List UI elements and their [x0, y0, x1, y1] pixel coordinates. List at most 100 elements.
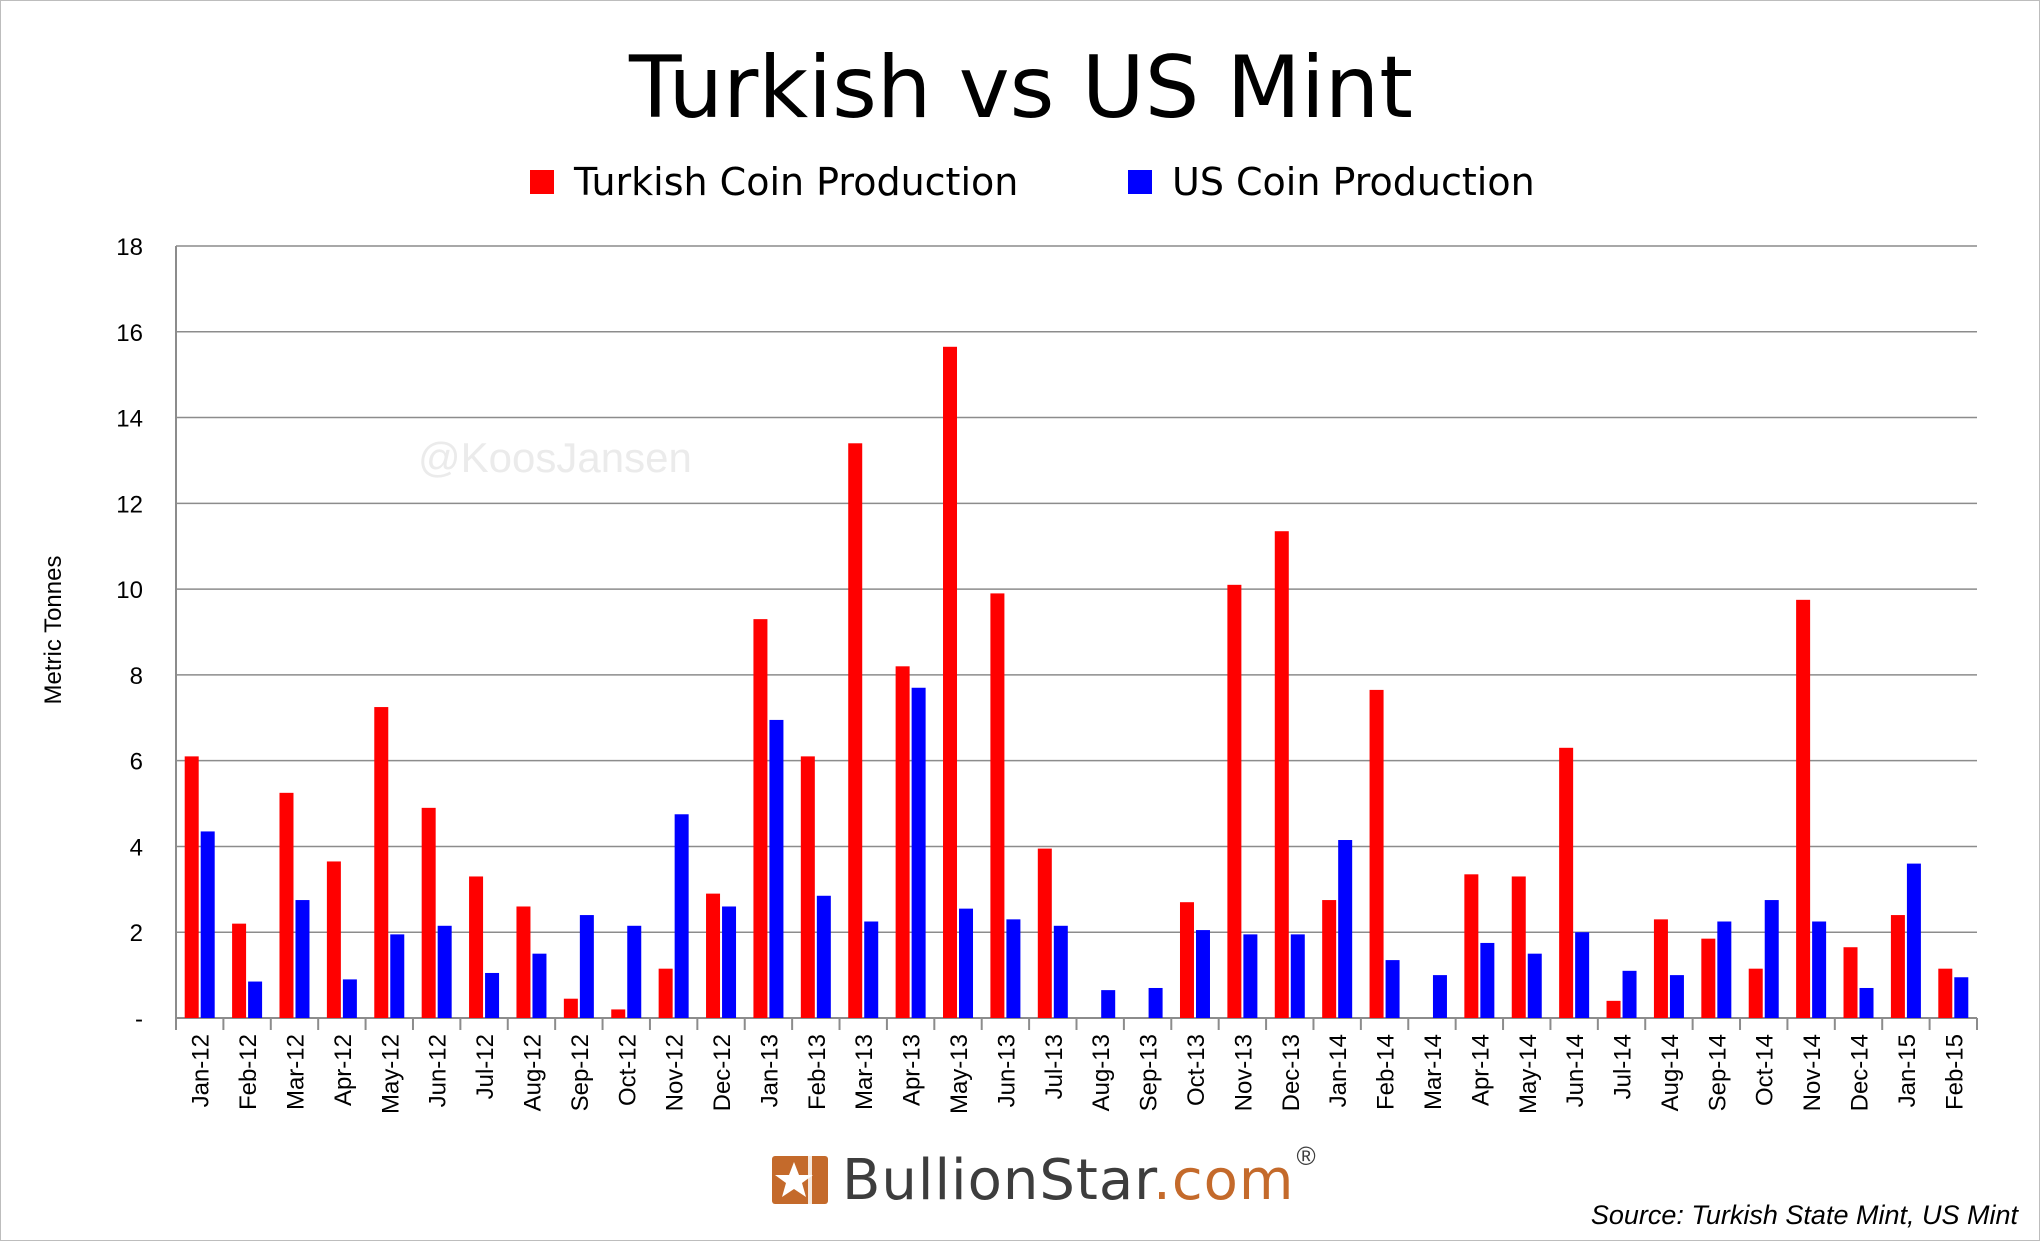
bar-us: [1385, 960, 1400, 1018]
bar-turkish: [516, 906, 531, 1018]
bar-us: [200, 831, 215, 1018]
y-tick-label: 8: [130, 663, 143, 690]
x-tick-label: Sep-12: [567, 1034, 594, 1111]
bar-turkish: [1748, 968, 1763, 1018]
bar-us: [1575, 932, 1590, 1018]
legend-swatch-turkish: [530, 170, 554, 194]
bar-turkish: [611, 1009, 626, 1018]
bar-turkish: [800, 756, 815, 1018]
bar-turkish: [232, 923, 247, 1018]
bar-turkish: [1890, 915, 1905, 1018]
bar-us: [1906, 863, 1921, 1018]
x-tick-label: Feb-12: [235, 1034, 262, 1110]
bar-us: [342, 979, 357, 1018]
y-tick-label: -: [135, 1006, 143, 1033]
source-note: Source: Turkish State Mint, US Mint: [1590, 1200, 2018, 1230]
bar-us: [769, 719, 784, 1018]
bar-us: [1101, 990, 1116, 1018]
bar-us: [579, 915, 594, 1018]
x-tick-label: Dec-14: [1847, 1034, 1874, 1111]
bar-turkish: [706, 893, 721, 1018]
bar-us: [1480, 942, 1495, 1018]
bar-turkish: [943, 346, 958, 1018]
y-tick-label: 12: [116, 491, 143, 518]
y-tick-label: 18: [116, 234, 143, 261]
bar-turkish: [1227, 584, 1242, 1018]
chart-legend: Turkish Coin Production US Coin Producti…: [0, 160, 2042, 210]
bar-us: [959, 908, 974, 1018]
legend-swatch-us: [1128, 170, 1152, 194]
y-tick-label: 14: [116, 406, 143, 433]
bar-us: [1148, 987, 1163, 1018]
x-tick-label: Oct-13: [1183, 1034, 1210, 1106]
x-tick-label: Feb-15: [1941, 1034, 1968, 1110]
x-tick-label: Jan-15: [1894, 1034, 1921, 1107]
bar-turkish: [753, 619, 768, 1018]
bar-us: [1717, 921, 1732, 1018]
bar-turkish: [1464, 874, 1479, 1018]
x-tick-label: Dec-13: [1278, 1034, 1305, 1111]
y-tick-label: 2: [130, 920, 143, 947]
bar-turkish: [1369, 689, 1384, 1018]
x-tick-label: Oct-14: [1752, 1034, 1779, 1106]
bar-turkish: [1322, 900, 1337, 1018]
bar-turkish: [1037, 848, 1052, 1018]
bar-turkish: [421, 807, 436, 1018]
bar-us: [911, 687, 926, 1018]
x-tick-label: Apr-14: [1467, 1034, 1494, 1106]
x-tick-label: Apr-12: [330, 1034, 357, 1106]
bar-turkish: [1511, 876, 1526, 1018]
x-tick-label: Aug-14: [1657, 1034, 1684, 1111]
legend-item-us: US Coin Production: [1128, 160, 1535, 204]
bar-us: [1243, 934, 1258, 1018]
x-tick-label: Jul-12: [472, 1034, 499, 1099]
logo-brand: BullionStar: [842, 1147, 1154, 1213]
bar-turkish: [184, 756, 199, 1018]
bar-us: [248, 981, 263, 1018]
y-tick-label: 16: [116, 320, 143, 347]
bar-turkish: [469, 876, 484, 1018]
bar-us: [1669, 975, 1684, 1018]
bar-us: [532, 953, 547, 1018]
bar-turkish: [1701, 938, 1716, 1018]
x-tick-label: May-12: [377, 1034, 404, 1114]
legend-label-us: US Coin Production: [1172, 160, 1535, 204]
bar-us: [1812, 921, 1827, 1018]
x-tick-label: Jun-12: [425, 1034, 452, 1107]
bar-turkish: [326, 861, 341, 1018]
bar-turkish: [563, 998, 578, 1018]
bar-turkish: [1796, 599, 1811, 1018]
bar-us: [864, 921, 879, 1018]
bar-turkish: [1843, 947, 1858, 1018]
bar-us: [390, 934, 405, 1018]
x-tick-label: Jan-12: [188, 1034, 215, 1107]
x-tick-label: Nov-14: [1799, 1034, 1826, 1111]
y-tick-label: 4: [130, 834, 143, 861]
x-tick-label: Jan-14: [1325, 1034, 1352, 1107]
x-tick-label: Nov-12: [662, 1034, 689, 1111]
x-tick-label: Aug-13: [1088, 1034, 1115, 1111]
registered-mark: ®: [1296, 1140, 1316, 1171]
x-tick-label: May-14: [1515, 1034, 1542, 1114]
bar-us: [627, 925, 642, 1018]
x-tick-label: Mar-12: [282, 1034, 309, 1110]
x-tick-label: Oct-12: [614, 1034, 641, 1106]
x-tick-label: Mar-13: [851, 1034, 878, 1110]
bar-turkish: [895, 666, 910, 1018]
bar-us: [485, 972, 500, 1018]
bar-us: [1006, 919, 1021, 1018]
watermark-text: @KoosJansen: [418, 434, 692, 481]
bar-us: [1527, 953, 1542, 1018]
x-tick-label: Sep-13: [1136, 1034, 1163, 1111]
bar-us: [722, 906, 737, 1018]
bar-turkish: [990, 593, 1005, 1018]
bar-us: [816, 895, 831, 1018]
bar-us: [1290, 934, 1305, 1018]
chart-title: Turkish vs US Mint: [629, 38, 1413, 138]
x-tick-label: Aug-12: [519, 1034, 546, 1111]
bar-turkish: [1938, 968, 1953, 1018]
x-tick-label: Feb-14: [1373, 1034, 1400, 1110]
bullionstar-logo: BullionStar.com ®: [772, 1141, 1316, 1213]
bar-turkish: [1274, 531, 1289, 1018]
x-tick-label: Mar-14: [1420, 1034, 1447, 1110]
